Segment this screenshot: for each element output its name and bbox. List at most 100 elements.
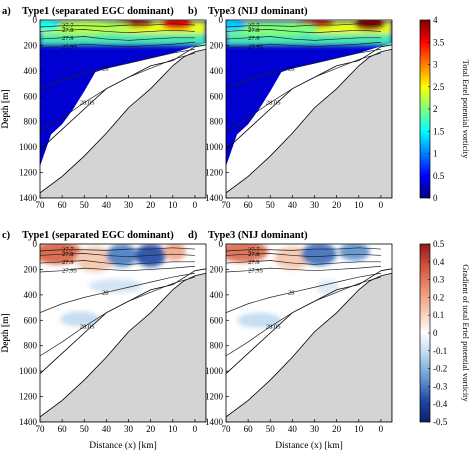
colorbar-tick-label: 0: [433, 328, 438, 338]
contour-label: 28: [288, 65, 295, 72]
colorbar-tick-label: 0.2: [433, 292, 444, 302]
y-tick-label: 200: [210, 264, 224, 274]
y-tick-label: 0: [33, 239, 38, 249]
y-tick-label: 0: [33, 15, 38, 25]
pv-patch-2: [226, 21, 319, 37]
isopycnal-27.95: [40, 41, 195, 49]
pv-patch-3: [226, 20, 246, 32]
y-tick-label: 1000: [205, 142, 224, 152]
grad-patch-4: [163, 244, 187, 261]
x-axis-label: Distance (x) [km]: [275, 440, 343, 451]
contour-label: 27.7: [248, 23, 260, 30]
pv-patch-1: [354, 20, 386, 31]
y-tick-label: 800: [210, 341, 224, 351]
isopycnal-28: [226, 272, 381, 313]
x-tick-label: 70: [222, 424, 232, 434]
isopycnal-27.8: [226, 29, 381, 34]
x-tick-label: 50: [266, 200, 276, 210]
y-axis-label: Depth [m]: [1, 89, 11, 128]
x-tick-label: 10: [168, 200, 178, 210]
y-tick-label: 1400: [205, 193, 224, 203]
colorbar-tick-label: 0: [433, 193, 438, 203]
isopycnal-27.8: [40, 29, 195, 34]
y-axis-label: Depth [m]: [1, 313, 11, 352]
panel-title: Type1 (separated EGC dominant): [22, 6, 174, 17]
x-tick-label: 30: [124, 424, 134, 434]
panel-title: Type1 (separated EGC dominant): [22, 230, 174, 241]
y-tick-label: 400: [210, 66, 224, 76]
isopycnal-28: [40, 272, 195, 313]
y-tick-label: 400: [24, 66, 38, 76]
panel-label: a): [2, 6, 11, 17]
isopycnal-27.95: [226, 265, 381, 273]
colorbar-tick-label: 2: [433, 104, 438, 114]
x-tick-label: 60: [58, 424, 68, 434]
colorbar-tick-label: 2.5: [433, 82, 445, 92]
contour-label: 27.9: [62, 259, 73, 266]
x-tick-label: 50: [80, 200, 90, 210]
colorbar-tick-label: -0.4: [433, 399, 448, 409]
contour-label: 27.95: [62, 268, 77, 275]
isopycnal-28.05: [40, 52, 196, 133]
y-tick-label: 200: [210, 40, 224, 50]
isopycnal-27.7: [226, 247, 381, 252]
y-tick-label: 1200: [19, 168, 38, 178]
panel-label: b): [188, 6, 198, 17]
x-tick-label: 30: [124, 200, 134, 210]
isopycnal-28.05: [226, 52, 382, 133]
y-tick-label: 600: [24, 91, 38, 101]
isopycnal-27.7: [226, 23, 381, 28]
topography: [40, 48, 206, 198]
grad-patch-4: [237, 312, 282, 328]
y-tick-label: 0: [219, 15, 224, 25]
colorbar-tick-label: -0.1: [433, 346, 447, 356]
colorbar-tick-label: 0.5: [433, 171, 445, 181]
x-tick-label: 30: [310, 200, 320, 210]
contour-label: 28.05: [80, 100, 95, 107]
colorbar-tick-label: 0.3: [433, 275, 445, 285]
contour-label: 27.8: [62, 251, 73, 258]
y-tick-label: 600: [24, 315, 38, 325]
x-tick-label: 40: [102, 424, 112, 434]
colorbar-label: Gradient of total Ertel potential vortic…: [461, 264, 471, 402]
contour-label: 28: [102, 65, 109, 72]
contour-label: 28: [102, 289, 109, 296]
colorbar-tick-label: 4: [433, 15, 438, 25]
y-axis-label: Depth [m]: [1, 89, 11, 128]
x-tick-label: 0: [379, 200, 384, 210]
isopycnal-27.95: [40, 265, 195, 273]
panel-label: c): [2, 230, 11, 241]
colorbar-tick-label: 0.5: [433, 239, 445, 249]
x-tick-label: 60: [58, 200, 68, 210]
colorbar-tick-label: 1: [433, 149, 438, 159]
isopycnal-28: [40, 48, 195, 89]
y-tick-label: 400: [210, 290, 224, 300]
y-tick-label: 600: [210, 315, 224, 325]
contour-label: 28: [288, 289, 295, 296]
y-tick-label: 1200: [19, 392, 38, 402]
y-tick-label: 800: [24, 117, 38, 127]
contour-label: 27.8: [248, 251, 259, 258]
y-tick-label: 600: [210, 91, 224, 101]
grad-patch-6: [88, 278, 142, 293]
contour-label: 27.7: [248, 247, 260, 254]
colorbar-tick-label: 3.5: [433, 37, 445, 47]
grad-patch-1: [75, 246, 116, 272]
isopycnal-27.9: [40, 260, 195, 265]
panel-title: Type3 (NIJ dominant): [208, 6, 308, 17]
y-tick-label: 0: [219, 239, 224, 249]
x-tick-label: 70: [36, 200, 46, 210]
contour-label: 27.95: [248, 268, 263, 275]
colorbar-label: Total Ertel potential vorticity: [461, 60, 471, 160]
x-tick-label: 20: [332, 424, 342, 434]
x-tick-label: 20: [332, 200, 342, 210]
contour-label: 27.7: [62, 247, 74, 254]
panel-title: Type3 (NIJ dominant): [208, 230, 308, 241]
x-tick-label: 50: [266, 424, 276, 434]
isopycnal-27.9: [40, 36, 195, 41]
contour-label: 27.9: [248, 259, 259, 266]
plot-frame: [39, 243, 207, 423]
grad-patch-0: [226, 244, 269, 263]
